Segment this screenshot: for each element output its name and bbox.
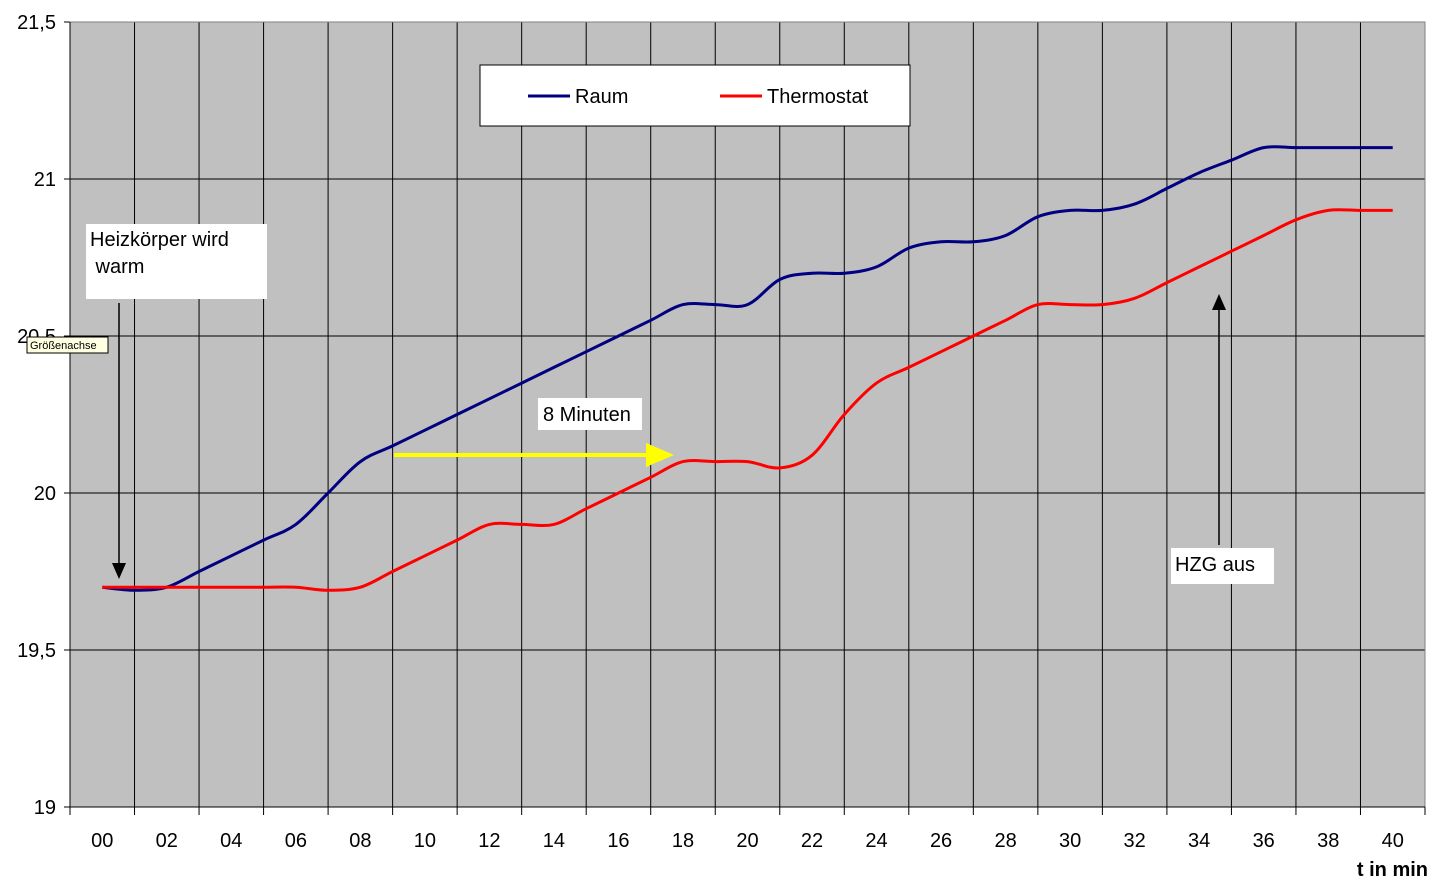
series-line-raum	[102, 145, 1393, 592]
annotation-heizkoerper-box	[86, 224, 267, 299]
x-tick-label: 16	[607, 830, 629, 852]
x-tick-label: 02	[156, 830, 178, 852]
x-tick-label: 40	[1382, 830, 1404, 852]
annotation-heizkoerper: Heizkörper wird warm	[86, 224, 267, 579]
x-axis-title: t in min	[1357, 859, 1428, 881]
y-tick-label: 21	[34, 169, 56, 191]
annotation-heizkoerper-line-1: Heizkörper wird	[90, 229, 229, 251]
x-tick-label: 18	[672, 830, 694, 852]
x-tick-label: 30	[1059, 830, 1081, 852]
tooltip-label: Größenachse	[30, 340, 97, 352]
x-tick-label: 38	[1317, 830, 1339, 852]
plot-area	[70, 22, 1425, 807]
y-tick-label: 19,5	[17, 640, 56, 662]
tooltip-box	[26, 336, 109, 354]
x-tick-label: 36	[1253, 830, 1275, 852]
tooltip-groessenachse: Größenachse	[26, 336, 109, 354]
legend-label-thermostat: Thermostat	[767, 86, 869, 108]
x-tick-label: 22	[801, 830, 823, 852]
x-tick-label: 26	[930, 830, 952, 852]
annotation-hzg-aus-box	[1171, 548, 1274, 584]
annotation-8-minuten: 8 Minuten	[394, 398, 674, 467]
x-tick-label: 32	[1124, 830, 1146, 852]
legend-label-raum: Raum	[575, 86, 628, 108]
x-tick-label: 00	[91, 830, 113, 852]
annotation-heizkoerper-line-2: warm	[90, 256, 144, 278]
annotation-8-minuten-box	[538, 398, 642, 430]
x-tick-label: 14	[543, 830, 565, 852]
x-tick-label: 04	[220, 830, 242, 852]
x-tick-label: 28	[994, 830, 1016, 852]
x-tick-label: 20	[736, 830, 758, 852]
y-tick-label: 21,5	[17, 12, 56, 34]
annotation-hzg-aus: HZG aus	[1171, 294, 1274, 584]
x-tick-label: 12	[478, 830, 500, 852]
arrow-down-head	[112, 563, 126, 579]
series-group	[102, 145, 1393, 592]
annotation-hzg-aus-label: HZG aus	[1175, 554, 1255, 576]
y-tick-label: 20	[34, 483, 56, 505]
x-tick-label: 10	[414, 830, 436, 852]
x-tick-label: 06	[285, 830, 307, 852]
axes: 1919,52020,52121,50002040608101214161820…	[17, 12, 1426, 852]
yellow-arrow-head	[646, 443, 674, 467]
grid	[70, 21, 1425, 808]
y-tick-label: 19	[34, 797, 56, 819]
legend: Raum Thermostat	[479, 64, 911, 127]
x-tick-label: 24	[865, 830, 887, 852]
x-tick-label: 08	[349, 830, 371, 852]
x-tick-label: 34	[1188, 830, 1210, 852]
annotation-8-minuten-label: 8 Minuten	[543, 404, 631, 426]
series-line-thermostat	[102, 208, 1393, 592]
arrow-up-head	[1212, 294, 1226, 310]
